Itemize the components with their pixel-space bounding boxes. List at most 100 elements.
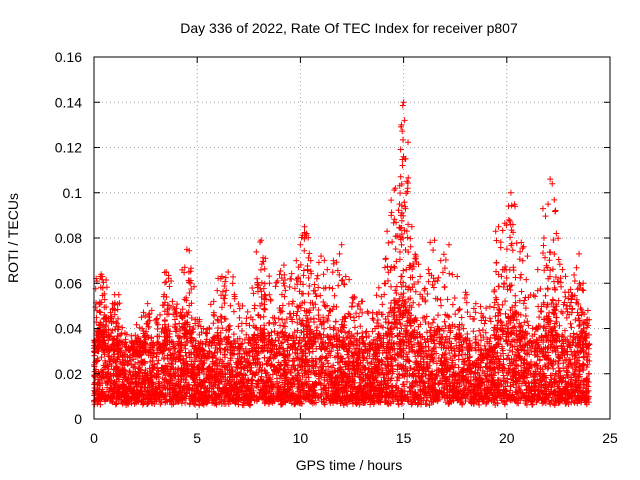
data-point (481, 342, 488, 349)
data-point (518, 393, 525, 400)
data-point (490, 398, 497, 405)
data-point (101, 357, 108, 364)
data-point (371, 391, 378, 398)
data-point (516, 372, 523, 379)
data-point (384, 354, 391, 361)
data-point (524, 351, 531, 358)
data-point (318, 390, 325, 397)
data-point (388, 363, 395, 370)
data-point (144, 401, 151, 408)
data-point (397, 352, 404, 359)
data-point (392, 384, 399, 391)
data-point (291, 401, 298, 408)
data-point (325, 360, 332, 367)
data-point (435, 354, 442, 361)
data-point (274, 390, 281, 397)
data-point (567, 387, 574, 394)
data-point (438, 370, 445, 377)
data-point (247, 360, 254, 367)
data-point (428, 324, 435, 331)
data-point (539, 366, 546, 373)
data-point (368, 359, 375, 366)
data-point (533, 360, 540, 367)
data-point (550, 311, 557, 318)
data-point (309, 348, 316, 355)
data-point (504, 355, 510, 362)
data-point (112, 401, 119, 408)
data-point (412, 359, 419, 366)
data-point (536, 356, 543, 363)
data-point (543, 391, 550, 398)
data-point (273, 375, 280, 382)
data-point (437, 378, 444, 385)
data-point (507, 382, 514, 389)
data-point (459, 366, 466, 373)
data-point (263, 369, 270, 376)
data-point (98, 354, 105, 361)
data-point (502, 383, 509, 390)
data-point (153, 353, 160, 360)
data-point (190, 349, 197, 356)
data-point (417, 386, 424, 393)
data-point (124, 361, 131, 368)
data-point (211, 349, 218, 356)
data-point (159, 350, 166, 357)
data-point (311, 369, 318, 376)
data-point (125, 360, 132, 367)
data-point (385, 319, 392, 326)
data-point (465, 357, 472, 364)
data-point (275, 338, 282, 345)
data-point (550, 358, 557, 365)
data-point (387, 400, 394, 407)
data-point (297, 376, 304, 383)
data-point (510, 324, 517, 331)
data-point (430, 358, 437, 365)
data-point (541, 362, 548, 369)
data-point (432, 374, 439, 381)
data-point (132, 361, 139, 368)
data-point (298, 320, 305, 327)
data-point (142, 381, 149, 388)
data-point (426, 402, 433, 409)
data-point (169, 377, 176, 384)
data-point (390, 312, 397, 319)
data-point (482, 363, 489, 370)
data-point (338, 366, 345, 373)
data-point (535, 341, 542, 348)
chart-title: Day 336 of 2022, Rate Of TEC Index for r… (180, 20, 518, 36)
data-point (103, 378, 110, 385)
data-point (326, 348, 333, 355)
data-point (574, 343, 581, 350)
data-point (131, 363, 138, 370)
data-point (433, 360, 440, 367)
data-point (261, 354, 268, 361)
data-point (501, 401, 508, 408)
data-point (345, 355, 352, 362)
data-point (276, 342, 283, 349)
data-points (91, 99, 593, 409)
data-point (104, 384, 111, 391)
data-point (359, 333, 366, 340)
data-point (263, 374, 270, 381)
data-point (208, 381, 215, 388)
data-point (500, 361, 507, 368)
data-point (583, 351, 590, 358)
data-point (290, 376, 297, 383)
data-point (183, 353, 190, 360)
data-point (186, 354, 193, 361)
data-point (425, 375, 432, 382)
data-point (406, 364, 413, 371)
data-point (541, 378, 548, 385)
data-point (475, 356, 482, 363)
data-point (135, 359, 142, 366)
data-point (542, 363, 549, 370)
data-point (282, 377, 289, 384)
data-point (488, 371, 495, 378)
data-point (472, 347, 479, 354)
data-point (459, 400, 466, 407)
data-point (161, 369, 168, 376)
data-point (321, 325, 328, 332)
data-point (195, 352, 202, 359)
data-point (349, 388, 356, 395)
